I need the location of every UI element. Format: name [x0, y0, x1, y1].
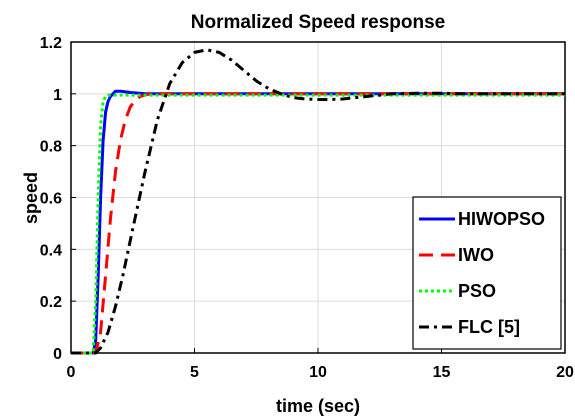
legend-label: HIWOPSO [458, 209, 545, 229]
legend-label: PSO [458, 281, 496, 301]
y-axis-label: speed [21, 172, 41, 224]
y-tick-label: 0.8 [40, 139, 62, 156]
chart-title: Normalized Speed response [191, 12, 445, 33]
series-line-flc-5 [71, 48, 565, 355]
axis-ticks: 0 5 10 15 20 0 0.2 0.4 0.6 0.8 1 1.2 [40, 35, 574, 381]
legend-label: FLC [5] [458, 317, 520, 337]
y-tick-label: 0.6 [40, 191, 62, 208]
y-tick-label: 0.2 [40, 294, 62, 311]
x-tick-label: 10 [309, 364, 327, 381]
series-lines [71, 48, 565, 355]
legend: HIWOPSO IWO PSO FLC [5] [412, 196, 562, 350]
y-tick-label: 1 [53, 87, 62, 104]
x-tick-label: 20 [556, 364, 574, 381]
legend-box [412, 196, 562, 350]
series-line-pso [71, 93, 565, 355]
x-tick-label: 5 [190, 364, 199, 381]
x-axis-label: time (sec) [276, 396, 360, 416]
y-tick-label: 0.4 [40, 242, 62, 259]
x-tick-label: 0 [67, 364, 76, 381]
y-tick-label: 0 [53, 346, 62, 363]
legend-label: IWO [458, 245, 494, 265]
y-tick-label: 1.2 [40, 35, 62, 52]
x-tick-label: 15 [433, 364, 451, 381]
